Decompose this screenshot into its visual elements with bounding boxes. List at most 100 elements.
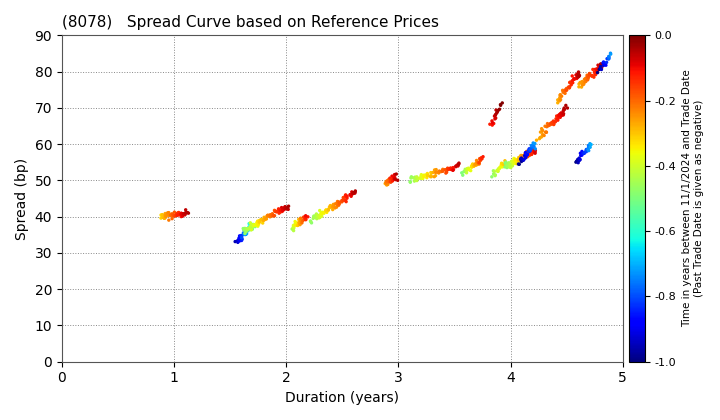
- Point: [453, 160, 464, 166]
- Point: [555, 110, 567, 117]
- Point: [528, 146, 539, 153]
- Point: [316, 210, 328, 217]
- Point: [553, 97, 564, 104]
- Point: [600, 62, 611, 68]
- Point: [567, 73, 578, 79]
- Point: [294, 221, 306, 228]
- Point: [165, 212, 176, 218]
- Point: [490, 107, 502, 113]
- Point: [531, 137, 542, 144]
- Point: [554, 92, 566, 99]
- Point: [348, 190, 359, 197]
- Point: [256, 216, 268, 223]
- Point: [446, 166, 457, 173]
- Point: [431, 166, 442, 173]
- Point: [580, 78, 592, 85]
- Point: [526, 145, 537, 152]
- Point: [442, 165, 454, 171]
- Point: [278, 205, 289, 211]
- Point: [239, 225, 251, 232]
- Point: [457, 172, 469, 178]
- Point: [347, 189, 359, 196]
- Point: [536, 128, 548, 135]
- Text: (8078)   Spread Curve based on Reference Prices: (8078) Spread Curve based on Reference P…: [62, 15, 439, 30]
- Point: [244, 224, 256, 231]
- Point: [287, 224, 299, 231]
- Point: [486, 173, 498, 180]
- Point: [161, 213, 172, 220]
- Point: [250, 222, 261, 228]
- Point: [605, 50, 616, 57]
- Point: [385, 178, 397, 184]
- Point: [537, 127, 549, 134]
- Point: [513, 161, 525, 168]
- Point: [582, 76, 593, 83]
- Point: [458, 168, 469, 175]
- Point: [269, 208, 281, 215]
- Point: [320, 207, 332, 213]
- Point: [530, 147, 541, 154]
- Point: [546, 119, 557, 126]
- Point: [265, 213, 276, 220]
- Point: [169, 213, 181, 220]
- Point: [546, 120, 557, 127]
- Point: [588, 74, 600, 81]
- Point: [239, 231, 251, 238]
- Point: [334, 200, 346, 207]
- Point: [430, 172, 441, 179]
- Point: [525, 147, 536, 154]
- Point: [582, 74, 594, 81]
- Point: [287, 226, 298, 232]
- Point: [517, 152, 528, 159]
- Point: [590, 66, 601, 73]
- Point: [534, 134, 546, 141]
- Point: [158, 213, 169, 219]
- Point: [551, 113, 562, 119]
- Point: [240, 228, 252, 235]
- Point: [512, 157, 523, 164]
- Point: [473, 160, 485, 166]
- Point: [422, 172, 433, 178]
- Point: [290, 220, 302, 226]
- Point: [382, 178, 393, 184]
- Point: [466, 162, 477, 169]
- Point: [505, 158, 517, 165]
- Point: [493, 165, 505, 172]
- Point: [282, 204, 293, 211]
- Point: [462, 165, 473, 172]
- Point: [162, 212, 174, 218]
- Point: [559, 88, 570, 95]
- Point: [157, 214, 168, 220]
- Point: [341, 195, 353, 202]
- Point: [349, 189, 361, 195]
- Point: [382, 181, 393, 188]
- Point: [379, 180, 391, 187]
- Point: [521, 148, 532, 155]
- Point: [596, 64, 608, 71]
- Point: [474, 157, 486, 164]
- Point: [235, 237, 246, 244]
- Point: [576, 148, 588, 155]
- Point: [298, 216, 310, 223]
- Point: [441, 167, 452, 174]
- Point: [476, 155, 487, 162]
- Point: [562, 105, 573, 111]
- Point: [248, 221, 259, 228]
- Point: [549, 118, 561, 125]
- Point: [289, 218, 301, 225]
- Point: [289, 221, 300, 228]
- Point: [490, 171, 501, 178]
- Point: [541, 123, 552, 130]
- Point: [501, 163, 513, 169]
- Point: [288, 227, 300, 234]
- Point: [177, 211, 189, 218]
- Point: [544, 122, 555, 129]
- Point: [329, 205, 341, 211]
- Point: [313, 215, 325, 221]
- Point: [251, 222, 262, 228]
- Point: [238, 225, 249, 232]
- Point: [320, 207, 332, 213]
- Point: [348, 189, 359, 196]
- Point: [493, 165, 505, 172]
- Point: [381, 179, 392, 186]
